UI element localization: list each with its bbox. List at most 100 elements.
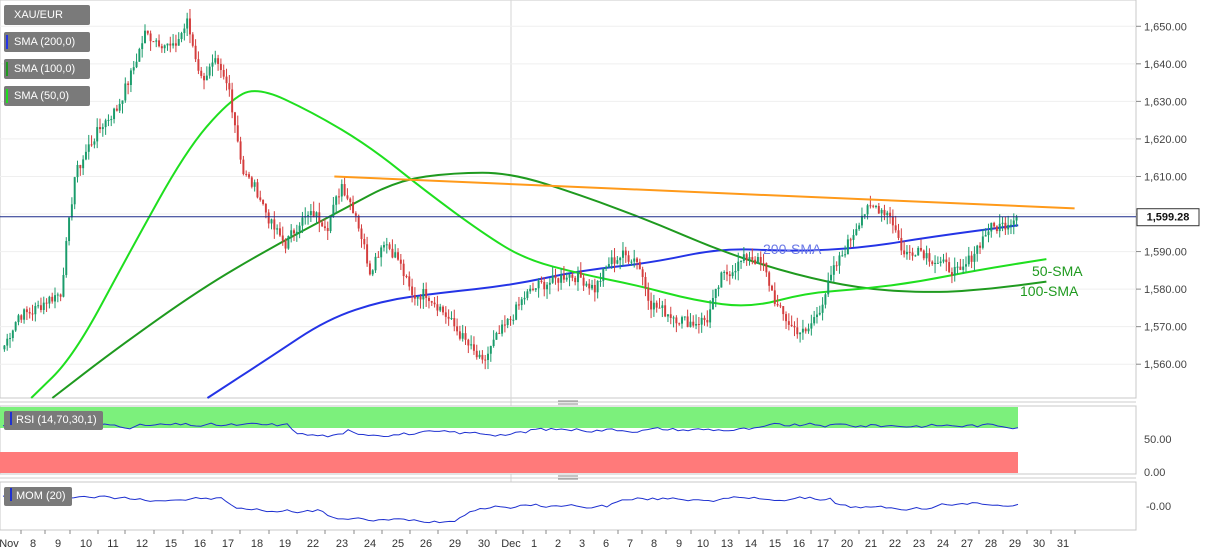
candle-body: [146, 30, 149, 34]
candle-body: [889, 212, 892, 217]
x-tick-label: 10: [80, 538, 92, 550]
candle-body: [588, 283, 591, 289]
candle-body: [281, 235, 284, 241]
candle-body: [433, 302, 436, 305]
candle-body: [630, 261, 633, 263]
candle-body: [810, 323, 813, 329]
candle-body: [675, 317, 678, 324]
candle-body: [627, 255, 630, 262]
candle-body: [548, 282, 551, 285]
candle-body: [340, 184, 343, 197]
candle-body: [956, 266, 959, 268]
candle-body: [354, 213, 357, 216]
candle-body: [695, 324, 698, 326]
candle-body: [962, 266, 965, 270]
candle-body: [312, 211, 315, 218]
x-tick-label: 23: [336, 538, 348, 550]
candle-body: [99, 127, 101, 130]
candle-body: [779, 305, 782, 307]
candle-body: [472, 344, 475, 351]
candle-body: [582, 277, 585, 286]
candle-body: [160, 46, 163, 49]
candle-body: [773, 290, 776, 305]
legend-sma50[interactable]: SMA (50,0): [4, 86, 90, 106]
candle-body: [82, 159, 85, 169]
candle-body: [734, 270, 737, 273]
candle-body: [427, 297, 430, 302]
panel-splitter-2[interactable]: [0, 475, 1136, 480]
candle-body: [621, 250, 624, 258]
candle-body: [9, 338, 12, 340]
legend-sma100[interactable]: SMA (100,0): [4, 59, 90, 79]
candle-body: [922, 250, 925, 259]
x-tick-label: 8: [30, 538, 36, 550]
candle-body: [270, 219, 273, 224]
candle-body: [343, 184, 346, 196]
rsi-oversold-zone: [0, 452, 1018, 473]
candle-body: [391, 248, 394, 258]
candle-body: [731, 272, 734, 277]
candle-body: [259, 197, 262, 200]
candle-body: [155, 40, 158, 42]
candle-body: [225, 76, 228, 84]
candle-body: [759, 257, 762, 263]
candle-body: [897, 230, 900, 238]
candle-body: [990, 222, 993, 232]
panel-splitter-1[interactable]: [0, 400, 1136, 405]
candle-body: [498, 332, 501, 334]
candle-body: [880, 209, 883, 214]
candle-body: [352, 202, 355, 214]
candle-body: [633, 258, 636, 262]
candle-body: [338, 196, 340, 198]
candle-body: [526, 291, 529, 298]
candle-body: [995, 226, 998, 232]
candle-body: [841, 255, 844, 257]
candle-body: [450, 318, 453, 320]
candle-body: [517, 304, 520, 306]
candle-body: [506, 318, 509, 326]
candle-body: [706, 319, 709, 323]
candle-body: [250, 177, 253, 187]
x-tick-label: 29: [449, 538, 461, 550]
x-tick-label: 30: [478, 538, 490, 550]
candle-body: [267, 212, 270, 224]
candle-body: [562, 274, 565, 280]
mom-label[interactable]: MOM (20): [4, 487, 72, 506]
candle-body: [624, 250, 627, 256]
candle-body: [849, 239, 852, 241]
rsi-label[interactable]: RSI (14,70,30,1): [4, 411, 103, 430]
candle-body: [411, 286, 414, 295]
candle-body: [495, 332, 498, 340]
candle-body: [442, 306, 445, 313]
candle-body: [1012, 220, 1015, 225]
candle-body: [928, 253, 931, 262]
candle-body: [174, 43, 177, 46]
candle-body: [416, 296, 419, 299]
candle-body: [166, 43, 169, 46]
candle-body: [815, 314, 818, 318]
candle-body: [374, 256, 377, 271]
candle-body: [6, 338, 9, 346]
y-tick-label: 1,580.00: [1144, 284, 1187, 296]
candle-body: [638, 262, 641, 270]
candle-body: [509, 318, 512, 320]
candle-body: [298, 225, 301, 232]
main-plot-frame: [0, 0, 1137, 399]
x-tick-label: 7: [627, 538, 633, 550]
candle-body: [728, 274, 731, 277]
candle-body: [520, 299, 523, 305]
candle-body: [931, 261, 934, 265]
candle-body: [110, 119, 113, 121]
x-tick-label: 12: [136, 538, 148, 550]
last-price-box: [1136, 208, 1200, 227]
candle-body: [402, 263, 405, 277]
candle-body: [647, 288, 650, 301]
candle-body: [869, 205, 872, 207]
candle-body: [172, 43, 175, 46]
candle-body: [144, 30, 146, 44]
x-tick-label: 29: [1009, 538, 1021, 550]
candle-body: [852, 235, 855, 240]
legend-sma200[interactable]: SMA (200,0): [4, 32, 90, 52]
candle-body: [605, 266, 608, 269]
candle-body: [231, 89, 234, 113]
